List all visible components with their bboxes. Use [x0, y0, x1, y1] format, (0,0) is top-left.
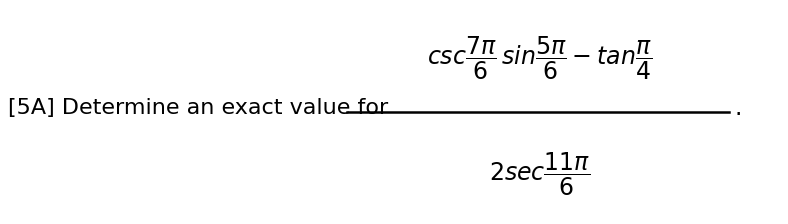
Text: $2\mathit{sec}\dfrac{11\pi}{6}$: $2\mathit{sec}\dfrac{11\pi}{6}$ — [489, 151, 590, 198]
Text: $\mathit{csc}\dfrac{7\pi}{6}\,\mathit{sin}\dfrac{5\pi}{6}-\mathit{tan}\dfrac{\pi: $\mathit{csc}\dfrac{7\pi}{6}\,\mathit{si… — [427, 34, 652, 82]
Text: [5A] Determine an exact value for: [5A] Determine an exact value for — [8, 97, 388, 118]
Text: .: . — [734, 95, 742, 120]
